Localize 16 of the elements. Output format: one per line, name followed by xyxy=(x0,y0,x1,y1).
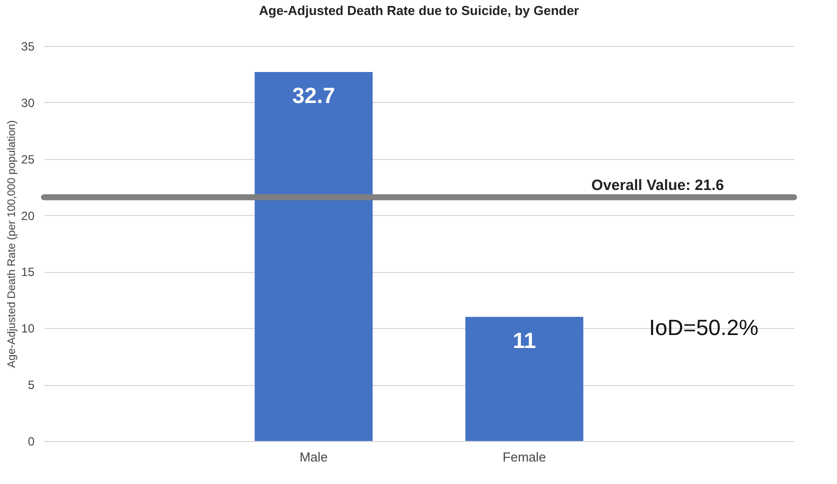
chart-title: Age-Adjusted Death Rate due to Suicide, by Gender xyxy=(259,3,579,18)
x-tick-label: Female xyxy=(502,450,546,464)
data-label: 11 xyxy=(512,328,536,353)
y-tick-label: 15 xyxy=(21,265,35,280)
y-axis-title: Age-Adjusted Death Rate (per 100,000 population) xyxy=(6,120,18,368)
y-tick-label: 0 xyxy=(28,434,35,448)
y-tick-label: 35 xyxy=(21,40,35,54)
ref-line-label: Overall Value: 21.6 xyxy=(591,177,724,194)
y-tick-label: 25 xyxy=(21,152,35,166)
x-tick-label: Male xyxy=(300,450,328,464)
y-tick-label: 30 xyxy=(21,96,35,110)
y-tick-label: 10 xyxy=(21,322,35,336)
data-label: 32.7 xyxy=(292,82,336,108)
y-tick-label: 20 xyxy=(21,208,35,223)
y-tick-label: 5 xyxy=(28,378,35,392)
annotation: IoD=50.2% xyxy=(649,315,758,340)
